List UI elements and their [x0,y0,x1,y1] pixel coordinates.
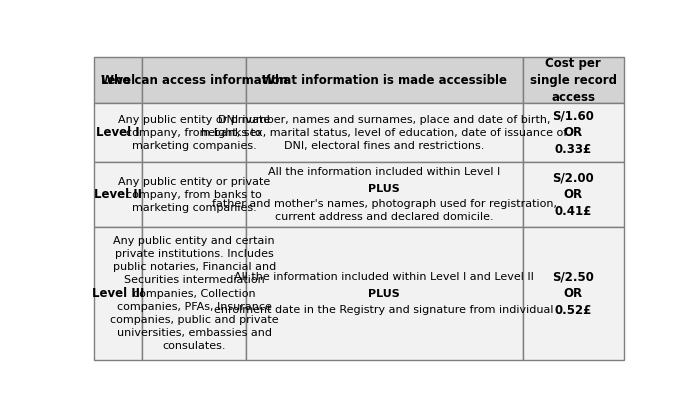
Bar [94,103,143,162]
Text: Who can access information: Who can access information [101,74,288,87]
Bar [143,227,246,360]
Text: S/1.60
OR
0.33£: S/1.60 OR 0.33£ [552,109,594,156]
Bar [523,57,624,103]
Bar [143,57,246,103]
Bar [246,57,523,103]
Bar [143,103,246,162]
Text: All the information included within Level I and Level II: All the information included within Leve… [234,273,534,282]
Text: What information is made accessible: What information is made accessible [262,74,507,87]
Text: Level II: Level II [94,188,142,201]
Bar [94,227,143,360]
Text: All the information included within Level I: All the information included within Leve… [268,167,500,178]
Bar [94,162,143,227]
Bar [246,162,523,227]
Text: DNI number, names and surnames, place and date of birth,
height, sex, marital st: DNI number, names and surnames, place an… [201,114,567,151]
Text: S/2.50
OR
0.52£: S/2.50 OR 0.52£ [552,270,594,317]
Text: Any public entity and certain
private institutions. Includes
public notaries, Fi: Any public entity and certain private in… [110,236,279,351]
Text: Any public entity or private
company, from banks to
marketing companies.: Any public entity or private company, fr… [118,114,270,151]
Bar [94,57,143,103]
Text: father and mother's names, photograph used for registration,
current address and: father and mother's names, photograph us… [211,199,556,223]
Text: S/2.00
OR
0.41£: S/2.00 OR 0.41£ [552,171,594,218]
Bar [523,103,624,162]
Bar [246,227,523,360]
Bar [246,103,523,162]
Text: Cost per
single record
access: Cost per single record access [530,57,617,104]
Text: Level I: Level I [97,126,140,139]
Text: enrolment date in the Registry and signature from individual: enrolment date in the Registry and signa… [214,305,554,315]
Text: PLUS: PLUS [368,183,400,194]
Bar [143,162,246,227]
Bar [523,227,624,360]
Bar [523,162,624,227]
Text: Level: Level [101,74,136,87]
Text: Level III: Level III [92,287,144,300]
Text: PLUS: PLUS [368,289,400,299]
Text: Any public entity or private
company, from banks to
marketing companies.: Any public entity or private company, fr… [118,176,270,213]
